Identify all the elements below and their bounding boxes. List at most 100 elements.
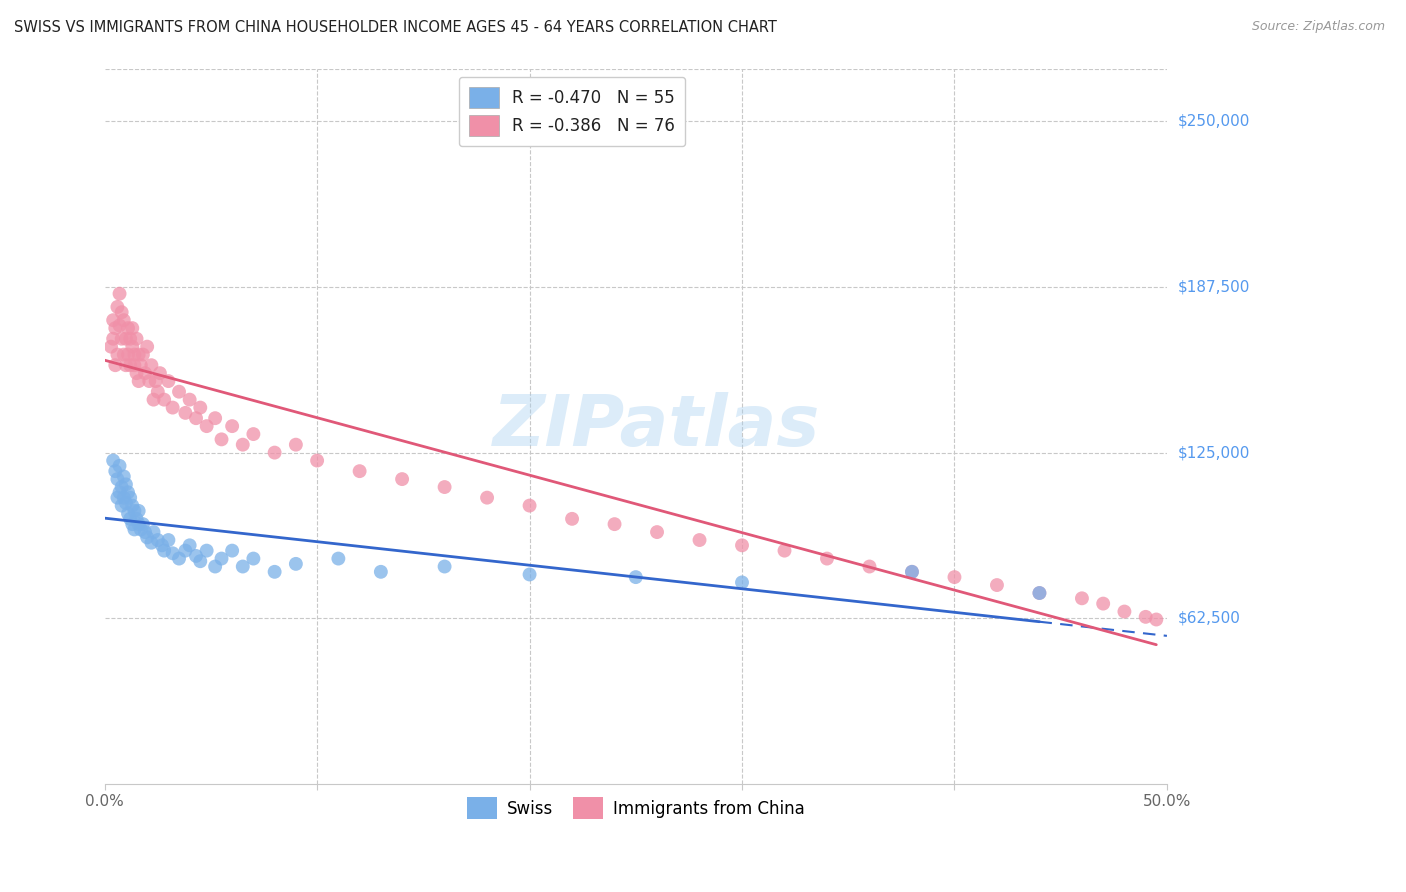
Point (104, 321, 127, 335)
Point (107, 300, 129, 314)
Point (174, 543, 197, 558)
Point (1114, 605, 1136, 619)
Point (1028, 586, 1050, 600)
Text: $250,000: $250,000 (1178, 114, 1250, 129)
Point (195, 419, 218, 434)
Point (124, 523, 146, 537)
Point (179, 538, 201, 552)
Point (284, 438, 307, 452)
Point (815, 551, 838, 566)
Point (211, 551, 233, 566)
Point (115, 496, 138, 510)
Point (120, 491, 142, 505)
Point (138, 374, 160, 388)
Point (100, 340, 122, 354)
Point (645, 525, 668, 540)
Point (145, 374, 167, 388)
Text: ZIPatlas: ZIPatlas (494, 392, 821, 460)
Point (179, 392, 201, 407)
Text: SWISS VS IMMIGRANTS FROM CHINA HOUSEHOLDER INCOME AGES 45 - 64 YEARS CORRELATION: SWISS VS IMMIGRANTS FROM CHINA HOUSEHOLD… (14, 20, 778, 35)
Point (146, 533, 169, 547)
Point (195, 543, 218, 558)
Point (858, 559, 880, 574)
Point (184, 411, 207, 425)
Point (115, 358, 138, 372)
Point (475, 491, 498, 505)
Point (125, 512, 148, 526)
Point (107, 472, 129, 486)
Point (1135, 610, 1157, 624)
Point (107, 348, 129, 362)
Point (132, 517, 155, 532)
Text: Source: ZipAtlas.com: Source: ZipAtlas.com (1251, 20, 1385, 33)
Point (1028, 586, 1050, 600)
Point (115, 477, 138, 491)
Point (162, 546, 184, 560)
Point (124, 358, 146, 372)
Point (108, 485, 131, 500)
Point (232, 559, 254, 574)
Point (1092, 597, 1115, 611)
Point (349, 464, 371, 478)
Point (188, 401, 211, 415)
Point (1071, 591, 1094, 606)
Point (149, 366, 172, 380)
Point (162, 401, 184, 415)
Text: $187,500: $187,500 (1178, 279, 1250, 294)
Point (1144, 613, 1167, 627)
Point (111, 480, 134, 494)
Point (112, 491, 135, 505)
Point (943, 570, 966, 584)
Point (111, 332, 134, 346)
Point (328, 551, 350, 566)
Point (150, 538, 173, 552)
Point (104, 358, 127, 372)
Point (221, 543, 243, 558)
Point (204, 559, 226, 574)
Point (125, 332, 148, 346)
Point (101, 313, 124, 327)
Point (167, 551, 190, 566)
Point (519, 499, 541, 513)
Point (104, 464, 127, 478)
Point (561, 512, 583, 526)
Point (986, 578, 1008, 592)
Point (211, 433, 233, 447)
Point (120, 358, 142, 372)
Point (128, 504, 150, 518)
Point (263, 445, 285, 459)
Legend: Swiss, Immigrants from China: Swiss, Immigrants from China (460, 790, 811, 825)
Point (117, 507, 139, 521)
Point (901, 565, 924, 579)
Point (129, 523, 152, 537)
Point (242, 427, 264, 442)
Point (132, 348, 155, 362)
Point (112, 313, 135, 327)
Point (125, 366, 148, 380)
Point (174, 406, 197, 420)
Point (108, 318, 131, 333)
Point (142, 525, 165, 540)
Point (142, 392, 165, 407)
Point (101, 332, 124, 346)
Point (136, 530, 159, 544)
Point (134, 366, 156, 380)
Point (157, 374, 180, 388)
Point (107, 491, 129, 505)
Point (391, 472, 413, 486)
Point (124, 348, 146, 362)
Point (101, 453, 124, 467)
Point (204, 411, 226, 425)
Text: $62,500: $62,500 (1178, 611, 1241, 625)
Point (153, 543, 176, 558)
Point (242, 551, 264, 566)
Point (115, 332, 138, 346)
Point (128, 517, 150, 532)
Point (901, 565, 924, 579)
Point (232, 438, 254, 452)
Point (141, 358, 163, 372)
Point (153, 392, 176, 407)
Point (773, 543, 796, 558)
Point (121, 517, 143, 532)
Point (603, 517, 626, 532)
